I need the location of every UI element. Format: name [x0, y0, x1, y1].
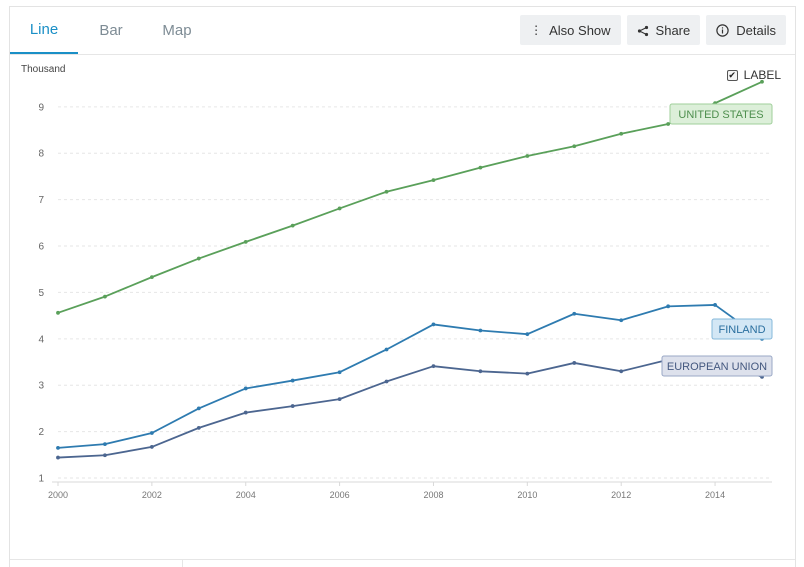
data-point [713, 303, 717, 307]
series-line-european-union [57, 358, 763, 459]
data-point [196, 406, 201, 411]
y-tick-label: 6 [38, 242, 44, 253]
y-tick-label: 7 [38, 195, 44, 206]
y-tick-label: 2 [38, 427, 44, 438]
data-point [196, 256, 201, 261]
data-point [337, 397, 342, 402]
data-point [103, 442, 107, 447]
data-point [666, 122, 671, 126]
toolbar: ⋮ Also Show Share [520, 15, 786, 45]
data-point [619, 318, 624, 323]
data-point [149, 431, 154, 435]
chart-panel: Line Bar Map ⋮ Also Show Share [9, 6, 796, 567]
data-point [337, 206, 342, 211]
kebab-icon: ⋮ [530, 23, 543, 37]
data-point [619, 131, 624, 136]
y-tick-label: 3 [38, 381, 44, 392]
data-point [384, 347, 389, 352]
label-checkbox[interactable]: ✔ [726, 69, 738, 81]
data-point [525, 332, 530, 337]
data-point [478, 165, 483, 170]
data-point [572, 144, 577, 149]
data-point [149, 275, 154, 280]
data-point [290, 223, 295, 228]
also-show-button[interactable]: ⋮ Also Show [520, 15, 621, 45]
data-point [478, 369, 483, 374]
series-label-box [711, 318, 773, 340]
details-label: Details [736, 22, 776, 38]
chart-type-tabs: Line Bar Map [10, 7, 210, 54]
x-tick-label: 2004 [236, 490, 256, 500]
info-icon [716, 23, 729, 37]
data-point [290, 378, 295, 383]
details-button[interactable]: Details [706, 15, 786, 45]
label-toggle[interactable]: ✔ LABEL [726, 68, 781, 82]
data-point [431, 364, 436, 369]
data-point [525, 371, 530, 376]
data-point [243, 386, 248, 391]
series-line-united-states [57, 80, 763, 314]
x-tick-label: 2010 [517, 490, 537, 500]
data-point [384, 379, 389, 384]
data-point [290, 404, 295, 408]
data-point [525, 154, 530, 158]
share-icon [637, 23, 649, 37]
series-label: FINLAND [718, 324, 765, 336]
data-point [196, 425, 201, 430]
y-tick-label: 4 [38, 334, 44, 345]
data-point [56, 445, 60, 450]
x-tick-label: 2008 [423, 490, 443, 500]
data-point [431, 178, 436, 183]
y-tick-label: 5 [38, 288, 44, 299]
also-show-label: Also Show [549, 22, 611, 38]
x-tick-label: 2006 [330, 490, 350, 500]
data-point [478, 328, 483, 333]
series-line-finland [57, 304, 763, 449]
series-label-box [661, 355, 773, 377]
data-point [384, 189, 389, 194]
data-point [103, 294, 107, 299]
series-label: EUROPEAN UNION [667, 361, 767, 373]
data-point [103, 453, 107, 458]
footer-separator [182, 559, 183, 567]
series-label-box [669, 103, 773, 125]
data-point [572, 361, 577, 365]
label-toggle-text: LABEL [743, 68, 781, 82]
data-point [149, 445, 154, 449]
x-tick-label: 2012 [611, 490, 631, 500]
line-chart: 1 2 3 4 5 6 7 8 9 2000 2002 2004 2006 2008 2010 2012 201… [38, 79, 773, 500]
y-unit-label: Thousand [21, 64, 66, 75]
data-point [572, 311, 577, 316]
share-label: Share [655, 22, 691, 38]
series-label: UNITED STATES [678, 109, 763, 121]
data-point [56, 455, 60, 460]
data-point [666, 304, 671, 309]
data-point [243, 410, 248, 415]
data-point [760, 79, 764, 84]
data-point [337, 370, 342, 375]
data-point [619, 369, 624, 374]
x-tick-label: 2014 [705, 490, 725, 500]
tab-map[interactable]: Map [162, 22, 192, 39]
y-tick-label: 8 [38, 149, 44, 160]
data-point [243, 239, 248, 244]
share-button[interactable]: Share [626, 15, 701, 45]
data-point [56, 310, 60, 315]
tab-bar[interactable]: Bar [99, 22, 123, 39]
x-tick-label: 2000 [48, 490, 68, 500]
header-divider [10, 54, 795, 55]
footer-divider [10, 559, 795, 567]
data-point [431, 322, 436, 327]
y-tick-label: 1 [38, 474, 44, 485]
y-tick-label: 9 [38, 102, 44, 113]
x-tick-label: 2002 [142, 490, 162, 500]
tab-line[interactable]: Line [10, 7, 78, 54]
